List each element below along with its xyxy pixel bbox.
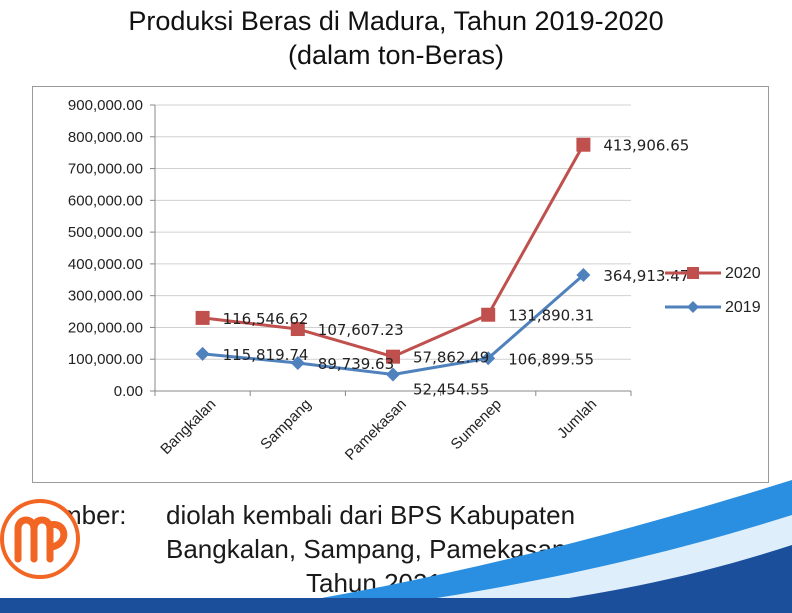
y-tick-label: 400,000.00 [68, 256, 143, 273]
y-tick-label: 100,000.00 [68, 351, 143, 368]
data-point-2020 [576, 137, 591, 152]
data-label-2019: 52,454.55 [413, 380, 489, 398]
title-block: Produksi Beras di Madura, Tahun 2019-202… [0, 4, 792, 72]
y-tick-label: 200,000.00 [68, 319, 143, 336]
logo-badge [0, 499, 80, 579]
data-point-2019 [481, 351, 496, 366]
swoosh-dark-band [450, 545, 792, 613]
footer-bar [0, 598, 792, 613]
data-point-2019 [195, 346, 210, 361]
y-tick-label: 300,000.00 [68, 288, 143, 305]
data-label-2020: 116,546.62 [223, 310, 309, 328]
legend-label-2020: 2020 [725, 265, 761, 282]
data-point-2020 [481, 307, 496, 322]
data-label-2020: 107,607.23 [318, 321, 404, 339]
y-tick-label: 500,000.00 [68, 224, 143, 241]
legend-marker-2019 [687, 301, 699, 313]
data-label-2020: 131,890.31 [508, 307, 594, 325]
data-point-2019 [386, 367, 400, 382]
y-tick-label: 0.00 [114, 383, 143, 400]
y-tick-label: 900,000.00 [68, 97, 143, 114]
chart-frame: 0.00 100,000.00 200,000.00 300,000.00 400,00… [32, 86, 769, 483]
source-line-1: diolah kembali dari BPS Kabupaten [166, 500, 576, 530]
logo-icon [14, 516, 68, 563]
data-point-2019 [290, 356, 305, 371]
data-point-2020 [290, 322, 305, 337]
data-label-2020: 57,862.49 [413, 349, 489, 367]
y-tick-label: 700,000.00 [68, 161, 143, 178]
data-label-2019: 106,899.55 [508, 350, 594, 368]
data-point-2020 [195, 310, 210, 325]
data-label-2019: 89,739.63 [318, 355, 394, 373]
data-point-2020 [386, 349, 400, 364]
y-tick-label: 600,000.00 [68, 192, 143, 209]
chart-title: Produksi Beras di Madura, Tahun 2019-202… [128, 6, 664, 36]
data-point-2019 [576, 268, 591, 283]
chart-subtitle: (dalam ton-Beras) [287, 40, 505, 70]
data-label-2019: 115,819.74 [223, 346, 309, 364]
legend-marker-2020 [687, 267, 699, 279]
data-label-2020: 413,906.65 [603, 137, 689, 155]
line-chart: 0.00 100,000.00 200,000.00 300,000.00 400,00… [68, 97, 761, 464]
legend-label-2019: 2019 [725, 299, 761, 316]
y-tick-label: 800,000.00 [68, 129, 143, 146]
